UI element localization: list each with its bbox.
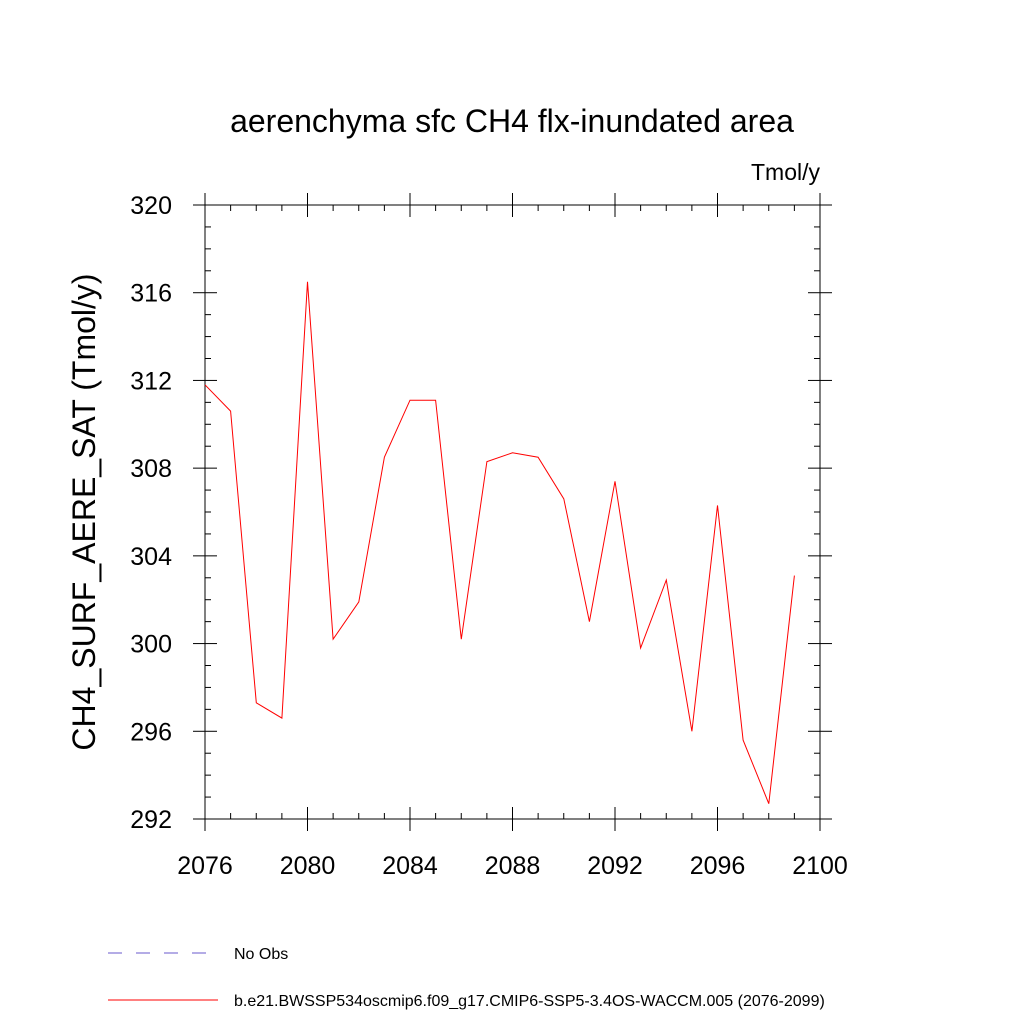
y-tick-label: 300 [130,631,172,659]
x-tick-label: 2092 [587,852,643,880]
y-tick-label: 316 [130,280,172,308]
legend-label-no-obs: No Obs [234,946,288,963]
y-tick-label: 312 [130,367,172,395]
units-label: Tmol/y [751,159,821,185]
x-tick-label: 2096 [690,852,746,880]
y-tick-label: 304 [130,543,172,571]
x-tick-label: 2100 [792,852,848,880]
y-axis-label: CH4_SURF_AERE_SAT (Tmol/y) [66,273,102,750]
x-tick-label: 2088 [485,852,541,880]
legend: No Obs b.e21.BWSSP534oscmip6.f09_g17.CMI… [108,946,825,1010]
series-group [204,281,795,804]
axis-ticks [193,193,832,831]
y-tick-label: 296 [130,718,172,746]
x-tick-label: 2084 [382,852,438,880]
legend-label-model: b.e21.BWSSP534oscmip6.f09_g17.CMIP6-SSP5… [234,993,825,1010]
x-tick-label: 2080 [280,852,336,880]
chart-title: aerenchyma sfc CH4 flx-inundated area [230,103,794,139]
x-tick-label: 2076 [177,852,233,880]
series-line-0 [204,281,795,804]
axis-tick-labels: 2076 2080 2084 2088 2092 2096 2100 292 296 300 304… [130,192,848,880]
y-tick-label: 292 [130,806,172,834]
y-tick-label: 320 [130,192,172,220]
plot-frame [204,204,821,820]
y-tick-label: 308 [130,455,172,483]
